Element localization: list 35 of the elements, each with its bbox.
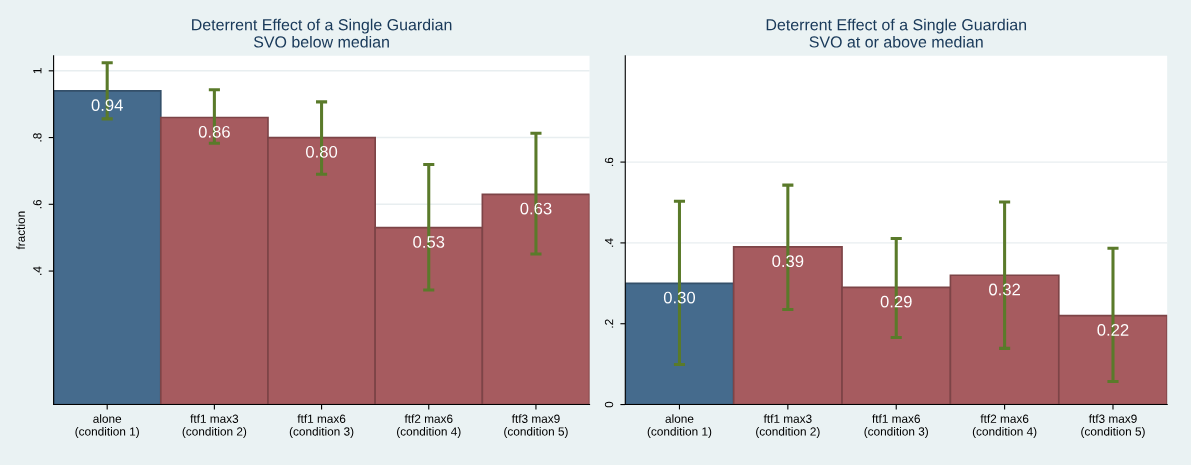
data-label: 0.80 [306,145,338,158]
y-tick-label: .8 [33,133,42,142]
y-tick-label: 0 [604,401,614,408]
data-label: 0.32 [989,283,1020,296]
y-tick-label: 1 [33,68,42,74]
x-tick-label: alone (condition 1) [75,414,139,438]
data-label: 0.22 [1097,324,1129,336]
y-tick-label: .4 [604,238,614,247]
x-tick-label: ftf1 max3 (condition 2) [756,414,820,438]
data-label: 0.39 [772,255,804,268]
y-tick-label: .6 [33,199,42,209]
x-tick-label: ftf3 max9 (condition 5) [1081,414,1145,438]
y-tick-label: .2 [604,319,614,328]
chart-subtitle: SVO at or above median [809,35,983,48]
bar [625,282,735,405]
x-tick-label: ftf1 max6 (condition 3) [289,414,354,438]
data-label: 0.86 [198,125,230,138]
x-tick-label: ftf1 max6 (condition 3) [864,414,928,438]
data-label: 0.94 [91,99,123,112]
x-tick-label: ftf1 max3 (condition 2) [182,414,247,438]
bar [53,90,162,405]
x-tick-label: ftf3 max9 (condition 5) [504,414,568,438]
data-label: 0.63 [520,202,552,215]
data-label: 0.53 [413,236,445,248]
y-tick-label: .6 [604,157,614,166]
chart-title: Deterrent Effect of a Single Guardian [766,18,1027,34]
x-tick-label: alone (condition 1) [647,414,712,438]
chart-subtitle: SVO below median [253,35,389,48]
y-tick-label: .4 [33,266,42,275]
x-tick-label: ftf2 max6 (condition 4) [972,414,1037,438]
data-label: 0.30 [663,291,696,304]
data-label: 0.29 [880,295,912,308]
y-axis-title: fraction [16,211,25,250]
chart-title: Deterrent Effect of a Single Guardian [192,18,452,34]
x-tick-label: ftf2 max6 (condition 4) [397,414,461,438]
